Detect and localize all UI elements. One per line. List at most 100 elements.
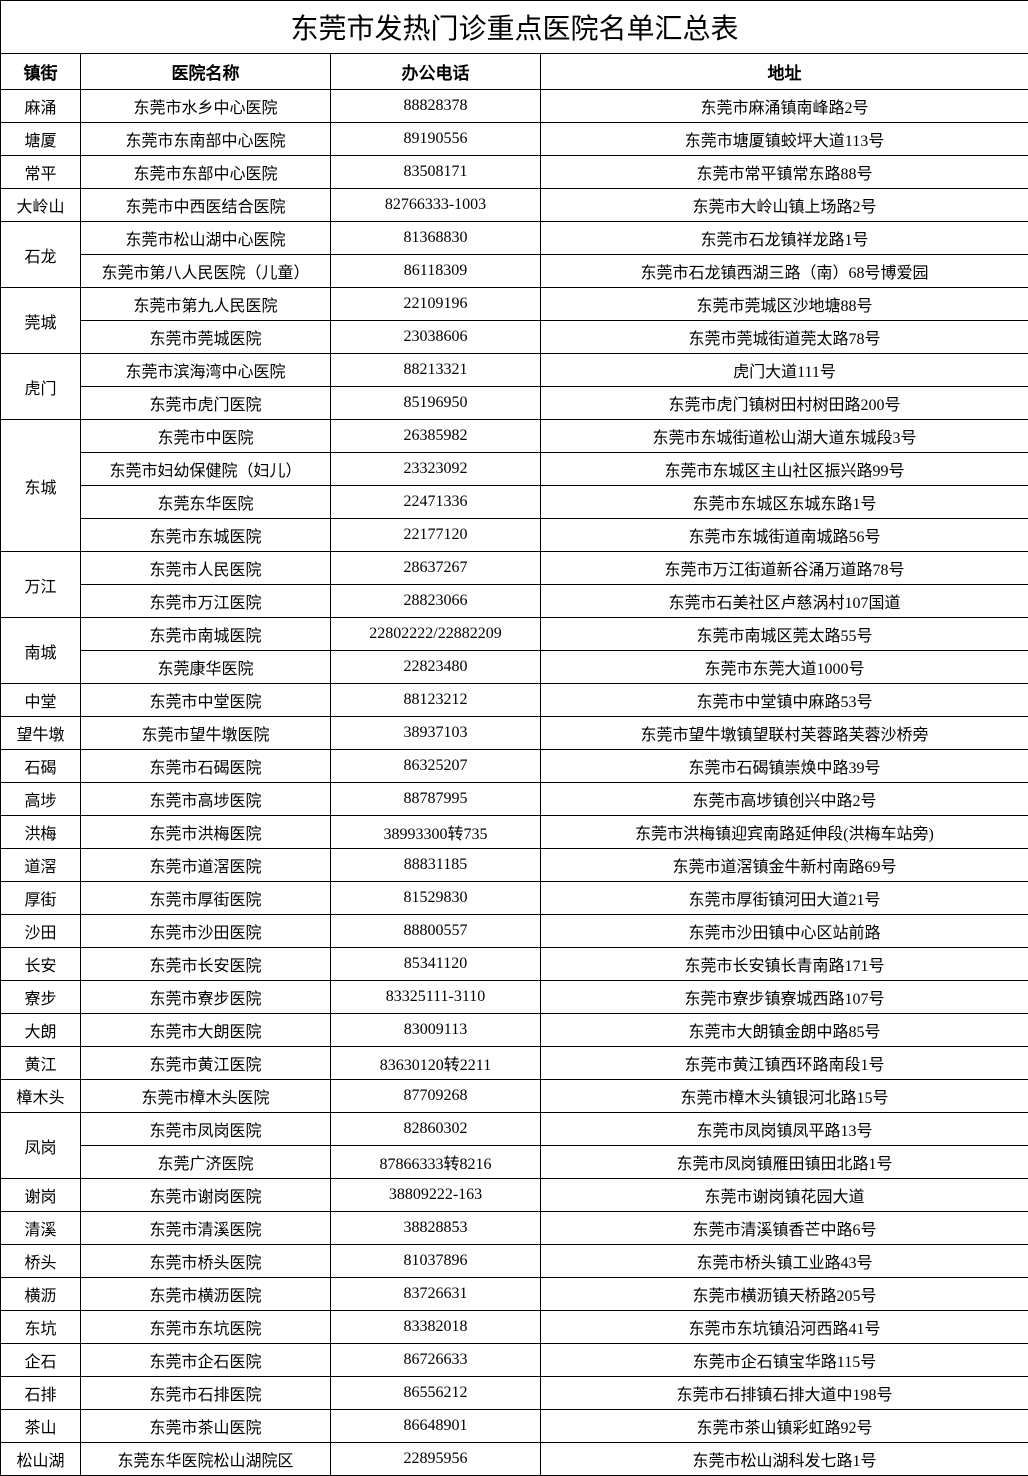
header-hospital: 医院名称: [81, 54, 331, 90]
table-row: 横沥东莞市横沥医院83726631东莞市横沥镇天桥路205号: [1, 1278, 1028, 1311]
table-row: 大岭山东莞市中西医结合医院82766333-1003东莞市大岭山镇上场路2号: [1, 189, 1028, 222]
cell-address: 东莞市莞城街道莞太路78号: [541, 321, 1028, 354]
cell-address: 东莞市凤岗镇雁田镇田北路1号: [541, 1146, 1028, 1179]
cell-town: 黄江: [1, 1047, 81, 1080]
cell-town: 大岭山: [1, 189, 81, 222]
cell-hospital: 东莞市谢岗医院: [81, 1179, 331, 1212]
cell-address: 东莞市横沥镇天桥路205号: [541, 1278, 1028, 1311]
table-row: 南城东莞市南城医院22802222/22882209东莞市南城区莞太路55号: [1, 618, 1028, 651]
cell-hospital: 东莞市中医院: [81, 420, 331, 453]
cell-phone: 38828853: [331, 1212, 541, 1245]
header-town: 镇街: [1, 54, 81, 90]
cell-town: 莞城: [1, 288, 81, 354]
cell-address: 东莞市桥头镇工业路43号: [541, 1245, 1028, 1278]
hospital-table: 东莞市发热门诊重点医院名单汇总表镇街医院名称办公电话地址麻涌东莞市水乡中心医院8…: [0, 0, 1028, 1476]
cell-phone: 83325111-3110: [331, 981, 541, 1014]
cell-town: 茶山: [1, 1410, 81, 1443]
cell-hospital: 东莞市道滘医院: [81, 849, 331, 882]
cell-phone: 87709268: [331, 1080, 541, 1113]
cell-town: 石龙: [1, 222, 81, 288]
cell-address: 东莞市厚街镇河田大道21号: [541, 882, 1028, 915]
cell-hospital: 东莞市水乡中心医院: [81, 90, 331, 123]
cell-town: 沙田: [1, 915, 81, 948]
table-row: 厚街东莞市厚街医院81529830东莞市厚街镇河田大道21号: [1, 882, 1028, 915]
cell-phone: 22177120: [331, 519, 541, 552]
cell-hospital: 东莞市虎门医院: [81, 387, 331, 420]
table-row: 东莞市虎门医院85196950东莞市虎门镇树田村树田路200号: [1, 387, 1028, 420]
cell-phone: 89190556: [331, 123, 541, 156]
cell-phone: 83009113: [331, 1014, 541, 1047]
cell-address: 东莞市洪梅镇迎宾南路延伸段(洪梅车站旁): [541, 816, 1028, 849]
cell-hospital: 东莞市厚街医院: [81, 882, 331, 915]
table-row: 长安东莞市长安医院85341120东莞市长安镇长青南路171号: [1, 948, 1028, 981]
hospital-table-container: 东莞市发热门诊重点医院名单汇总表镇街医院名称办公电话地址麻涌东莞市水乡中心医院8…: [0, 0, 1028, 1476]
cell-hospital: 东莞东华医院: [81, 486, 331, 519]
cell-phone: 88787995: [331, 783, 541, 816]
cell-hospital: 东莞市清溪医院: [81, 1212, 331, 1245]
cell-address: 东莞市莞城区沙地塘88号: [541, 288, 1028, 321]
cell-hospital: 东莞市莞城医院: [81, 321, 331, 354]
table-row: 桥头东莞市桥头医院81037896东莞市桥头镇工业路43号: [1, 1245, 1028, 1278]
cell-address: 虎门大道111号: [541, 354, 1028, 387]
cell-address: 东莞市东城街道南城路56号: [541, 519, 1028, 552]
cell-town: 桥头: [1, 1245, 81, 1278]
cell-address: 东莞市黄江镇西环路南段1号: [541, 1047, 1028, 1080]
cell-hospital: 东莞市洪梅医院: [81, 816, 331, 849]
cell-phone: 23038606: [331, 321, 541, 354]
cell-address: 东莞市凤岗镇凤平路13号: [541, 1113, 1028, 1146]
cell-hospital: 东莞市寮步医院: [81, 981, 331, 1014]
cell-phone: 83630120转2211: [331, 1047, 541, 1080]
table-row: 东莞市第八人民医院（儿童）86118309东莞市石龙镇西湖三路（南）68号博爱园: [1, 255, 1028, 288]
cell-town: 长安: [1, 948, 81, 981]
cell-address: 东莞市麻涌镇南峰路2号: [541, 90, 1028, 123]
cell-hospital: 东莞市南城医院: [81, 618, 331, 651]
table-row: 清溪东莞市清溪医院38828853东莞市清溪镇香芒中路6号: [1, 1212, 1028, 1245]
cell-phone: 23323092: [331, 453, 541, 486]
cell-hospital: 东莞市黄江医院: [81, 1047, 331, 1080]
cell-phone: 38937103: [331, 717, 541, 750]
cell-phone: 83726631: [331, 1278, 541, 1311]
table-row: 企石东莞市企石医院86726633东莞市企石镇宝华路115号: [1, 1344, 1028, 1377]
header-phone: 办公电话: [331, 54, 541, 90]
cell-town: 谢岗: [1, 1179, 81, 1212]
table-row: 大朗东莞市大朗医院83009113东莞市大朗镇金朗中路85号: [1, 1014, 1028, 1047]
cell-phone: 88800557: [331, 915, 541, 948]
cell-hospital: 东莞市樟木头医院: [81, 1080, 331, 1113]
cell-hospital: 东莞市沙田医院: [81, 915, 331, 948]
cell-hospital: 东莞市东南部中心医院: [81, 123, 331, 156]
cell-hospital: 东莞市石碣医院: [81, 750, 331, 783]
cell-hospital: 东莞市大朗医院: [81, 1014, 331, 1047]
cell-phone: 87866333转8216: [331, 1146, 541, 1179]
cell-phone: 28823066: [331, 585, 541, 618]
table-row: 虎门东莞市滨海湾中心医院88213321虎门大道111号: [1, 354, 1028, 387]
cell-address: 东莞市东莞大道1000号: [541, 651, 1028, 684]
cell-address: 东莞市寮步镇寮城西路107号: [541, 981, 1028, 1014]
cell-hospital: 东莞市松山湖中心医院: [81, 222, 331, 255]
cell-phone: 81368830: [331, 222, 541, 255]
cell-hospital: 东莞市第八人民医院（儿童）: [81, 255, 331, 288]
cell-address: 东莞市石龙镇祥龙路1号: [541, 222, 1028, 255]
cell-hospital: 东莞市凤岗医院: [81, 1113, 331, 1146]
cell-phone: 88123212: [331, 684, 541, 717]
cell-phone: 26385982: [331, 420, 541, 453]
cell-town: 松山湖: [1, 1443, 81, 1476]
cell-hospital: 东莞市石排医院: [81, 1377, 331, 1410]
cell-town: 凤岗: [1, 1113, 81, 1179]
cell-hospital: 东莞东华医院松山湖院区: [81, 1443, 331, 1476]
cell-address: 东莞市万江街道新谷涌万道路78号: [541, 552, 1028, 585]
cell-hospital: 东莞市横沥医院: [81, 1278, 331, 1311]
table-row: 麻涌东莞市水乡中心医院88828378东莞市麻涌镇南峰路2号: [1, 90, 1028, 123]
cell-hospital: 东莞市茶山医院: [81, 1410, 331, 1443]
cell-address: 东莞市塘厦镇蛟坪大道113号: [541, 123, 1028, 156]
cell-phone: 86325207: [331, 750, 541, 783]
cell-town: 横沥: [1, 1278, 81, 1311]
table-row: 谢岗东莞市谢岗医院38809222-163东莞市谢岗镇花园大道: [1, 1179, 1028, 1212]
cell-address: 东莞市石美社区卢慈涡村107国道: [541, 585, 1028, 618]
cell-town: 常平: [1, 156, 81, 189]
cell-phone: 86118309: [331, 255, 541, 288]
cell-address: 东莞市常平镇常东路88号: [541, 156, 1028, 189]
table-row: 松山湖东莞东华医院松山湖院区22895956东莞市松山湖科发七路1号: [1, 1443, 1028, 1476]
cell-town: 石排: [1, 1377, 81, 1410]
table-row: 东莞市东城医院22177120东莞市东城街道南城路56号: [1, 519, 1028, 552]
table-row: 石龙东莞市松山湖中心医院81368830东莞市石龙镇祥龙路1号: [1, 222, 1028, 255]
